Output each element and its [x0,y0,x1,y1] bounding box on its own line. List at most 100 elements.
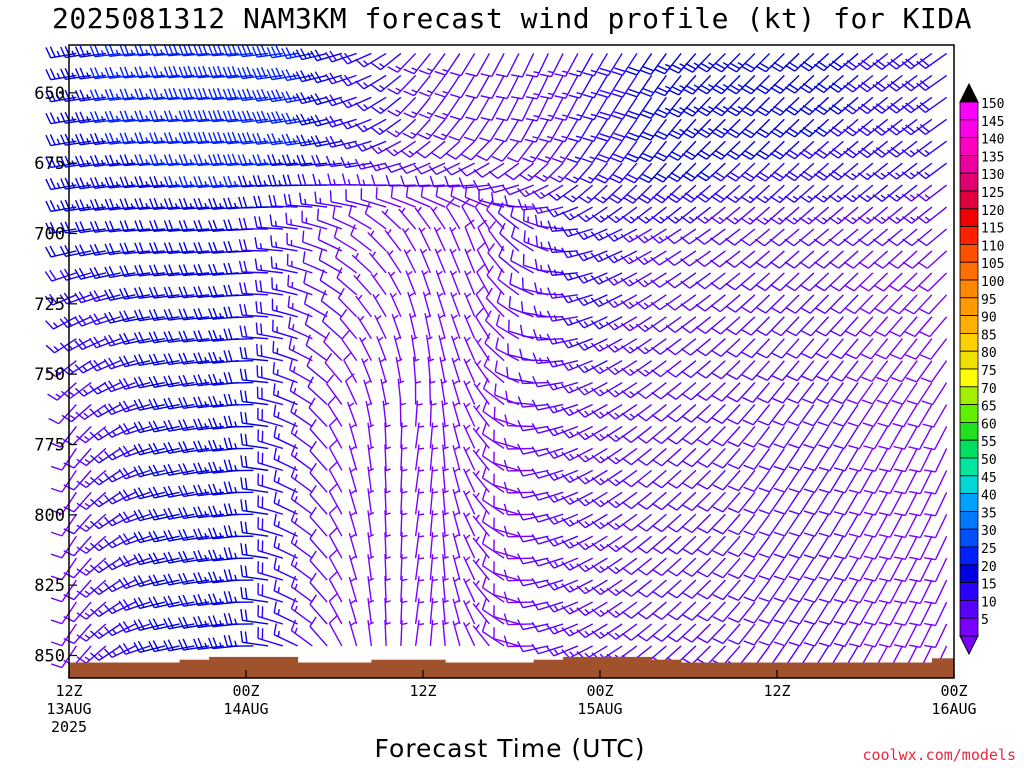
wind-barb [163,87,195,101]
wind-barb [193,616,224,629]
wind-barb [773,448,800,471]
wind-barb [695,316,726,334]
wind-barb [755,118,785,139]
wind-barb [193,572,224,585]
wind-barb [609,162,638,184]
wind-barb [414,466,425,493]
wind-barb [813,118,844,137]
wind-barb [163,551,195,564]
wind-barb [832,404,859,427]
wind-barb [297,174,328,186]
wind-barb [103,623,136,637]
wind-barb [635,272,667,288]
wind-barb [909,513,933,539]
wind-barb [434,96,461,120]
wind-barb [497,268,520,296]
wind-barb [309,462,328,493]
wind-barb [193,440,224,453]
wind-barb [89,220,121,233]
wind-barb [755,184,785,204]
wind-barb [636,382,667,400]
wind-barb [546,623,579,635]
wind-barb [420,185,446,208]
wind-barb [576,360,608,374]
wind-barb [771,360,800,382]
colorbar-label: 120 [981,204,1004,219]
wind-barb [475,285,490,318]
wind-barb [828,250,859,269]
wind-barb [365,400,373,427]
wind-barb [103,425,136,438]
wind-barb [696,118,726,139]
wind-barb [193,594,224,607]
colorbar-label: 10 [981,595,997,610]
wind-barb [654,96,682,119]
wind-barb [434,53,461,76]
wind-barb [74,199,106,212]
wind-barb [414,598,425,625]
wind-barb [799,52,830,72]
wind-barb [482,400,505,428]
wind-barb [452,401,461,427]
wind-barb [222,44,254,57]
wind-barb [387,271,402,296]
wind-barb [828,206,859,225]
wind-barb [414,576,425,603]
wind-barb [725,272,756,291]
wind-barb [384,444,391,471]
wind-barb [325,115,357,128]
wind-barb [148,530,180,543]
wind-barb [741,360,771,381]
wind-barb [395,356,403,383]
wind-barb [636,623,667,642]
wind-barb [859,316,889,337]
wind-barb [830,338,859,360]
wind-barb [271,298,298,318]
x-tick-label: 14AUG [223,700,268,718]
wind-barb [772,404,800,427]
colorbar-swatch [959,332,979,352]
wind-barb [473,162,505,178]
wind-barb [591,381,623,397]
wind-barb [893,623,918,648]
wind-barb [726,382,756,403]
wind-barb [428,162,461,176]
wind-barb [254,258,283,274]
wind-barb [400,140,431,158]
wind-barb [223,613,254,625]
wind-barb [813,162,844,181]
wind-barb [909,535,933,561]
wind-barb [843,162,874,181]
wind-barb [561,403,593,417]
wind-barb [452,598,461,625]
wind-barb [257,407,284,428]
wind-barb [916,228,948,247]
wind-barb [697,601,726,622]
wind-barb [403,96,431,119]
wind-barb [743,491,771,514]
wind-barb [740,74,771,95]
wind-barb [625,118,653,142]
wind-barb [680,272,712,289]
wind-barb [485,287,505,318]
wind-barb [348,554,358,581]
wind-barb [800,316,830,337]
wind-barb [606,382,638,398]
wind-barb [696,425,726,446]
wind-barb [76,447,107,467]
colorbar-swatch [959,208,979,228]
wind-barb [45,46,77,59]
wind-barb [712,447,741,469]
wind-barb [816,382,844,405]
wind-barb [561,623,593,637]
wind-barb [498,245,520,274]
wind-barb [272,319,298,340]
wind-barb [298,192,328,208]
wind-barb [104,288,136,301]
wind-barb [193,330,224,343]
wind-barb [620,228,652,243]
wind-barb [472,624,490,647]
wind-barb [561,270,593,281]
wind-barb [343,351,358,383]
wind-barb [464,270,476,296]
